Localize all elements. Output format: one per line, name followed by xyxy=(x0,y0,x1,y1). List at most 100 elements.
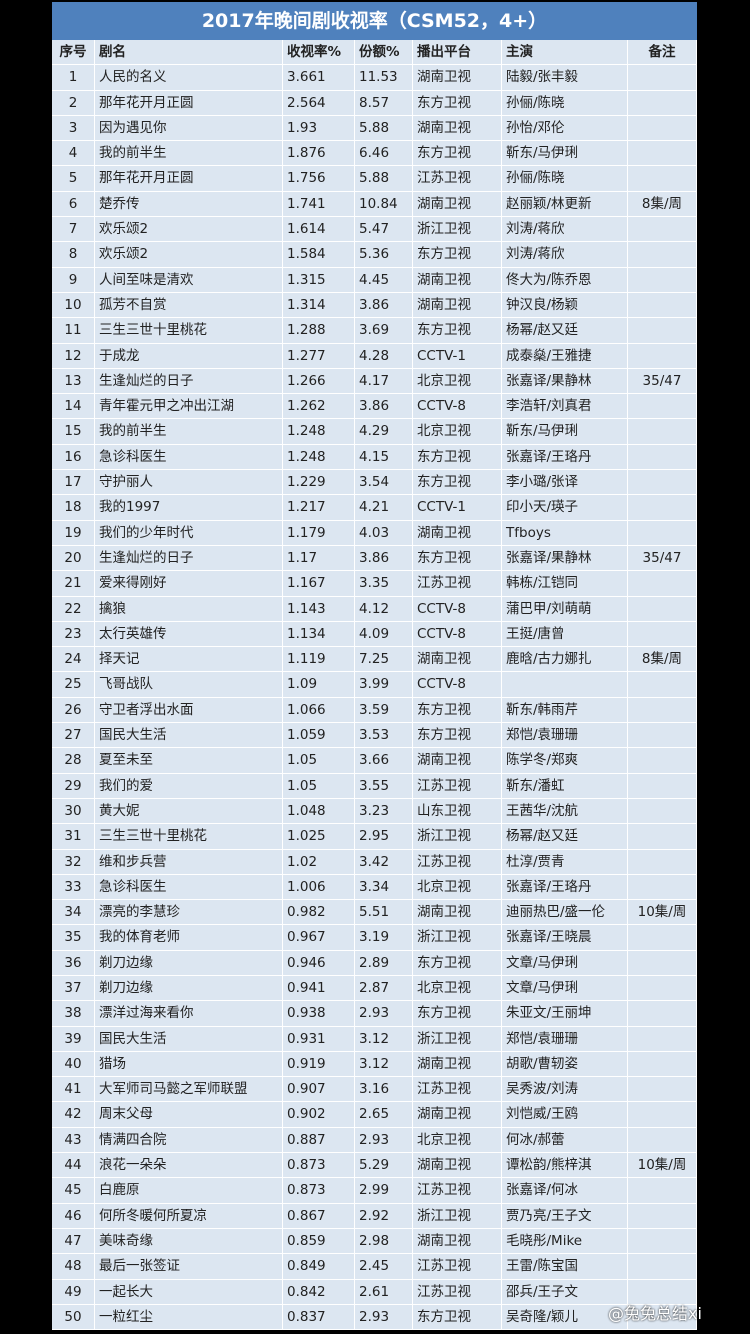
cell: 4.21 xyxy=(355,495,413,521)
cell: 3.23 xyxy=(355,798,413,825)
table-row: 2 那年花开月正圆 2.564 8.57 东方卫视 孙俪/陈晓 xyxy=(52,90,697,116)
cell: 0.938 xyxy=(283,1001,355,1027)
cell: 吴奇隆/颖儿 xyxy=(502,1304,628,1331)
cell: 1.02 xyxy=(283,849,355,875)
cell: 孙怡/邓伦 xyxy=(502,115,628,142)
cell: 1.741 xyxy=(283,191,355,218)
table-row: 18 我的1997 1.217 4.21 CCTV-1 印小天/瑛子 xyxy=(52,495,697,521)
cell: 5.47 xyxy=(355,217,413,243)
cell: 27 xyxy=(52,723,95,749)
table-row: 16 急诊科医生 1.248 4.15 东方卫视 张嘉译/王珞丹 xyxy=(52,444,697,471)
cell: 江苏卫视 xyxy=(413,571,502,597)
cell xyxy=(628,925,697,951)
cell: 1.876 xyxy=(283,141,355,167)
cell: 守护丽人 xyxy=(95,470,283,496)
cell: 0.887 xyxy=(283,1127,355,1154)
cell: 王茜华/沈航 xyxy=(502,798,628,825)
cell: 3.55 xyxy=(355,773,413,799)
cell: 太行英雄传 xyxy=(95,621,283,648)
cell: 26 xyxy=(52,697,95,724)
table-row: 44 浪花一朵朵 0.873 5.29 湖南卫视 谭松韵/熊梓淇 10集/周 xyxy=(52,1153,697,1179)
cell: 郑恺/袁珊珊 xyxy=(502,1026,628,1052)
cell xyxy=(628,697,697,724)
cell: 猎场 xyxy=(95,1051,283,1078)
table-row: 36 剃刀边缘 0.946 2.89 东方卫视 文章/马伊琍 xyxy=(52,950,697,976)
cell: 三生三世十里桃花 xyxy=(95,318,283,344)
cell: 2.87 xyxy=(355,975,413,1002)
cell: 刘涛/蒋欣 xyxy=(502,242,628,268)
cell xyxy=(628,621,697,648)
cell: 3.86 xyxy=(355,292,413,319)
cell: 50 xyxy=(52,1304,95,1331)
cell: 0.867 xyxy=(283,1203,355,1229)
cell: 10.84 xyxy=(355,191,413,218)
cell: 陆毅/张丰毅 xyxy=(502,65,628,91)
cell: 浙江卫视 xyxy=(413,925,502,951)
table-row: 25 飞哥战队 1.09 3.99 CCTV-8 xyxy=(52,672,697,698)
cell: 国民大生活 xyxy=(95,723,283,749)
cell: 46 xyxy=(52,1203,95,1229)
cell: 7.25 xyxy=(355,647,413,673)
cell: 1.167 xyxy=(283,571,355,597)
cell: 9 xyxy=(52,267,95,293)
cell: 择天记 xyxy=(95,647,283,673)
cell: 5.36 xyxy=(355,242,413,268)
cell: 湖南卫视 xyxy=(413,1051,502,1078)
cell: 0.982 xyxy=(283,900,355,926)
cell: 湖南卫视 xyxy=(413,1228,502,1255)
table-row: 28 夏至未至 1.05 3.66 湖南卫视 陈学冬/郑爽 xyxy=(52,748,697,774)
cell: 41 xyxy=(52,1077,95,1103)
cell: 3.661 xyxy=(283,65,355,91)
cell: 白鹿原 xyxy=(95,1178,283,1204)
table-row: 10 孤芳不自赏 1.314 3.86 湖南卫视 钟汉良/杨颖 xyxy=(52,292,697,319)
cell: 4.29 xyxy=(355,419,413,445)
cell: 1.143 xyxy=(283,596,355,622)
table-row: 19 我们的少年时代 1.179 4.03 湖南卫视 Tfboys xyxy=(52,520,697,546)
cell: 韩栋/江铠同 xyxy=(502,571,628,597)
cell: 1.05 xyxy=(283,748,355,774)
cell: 0.849 xyxy=(283,1254,355,1280)
table-row: 8 欢乐颂2 1.584 5.36 东方卫视 刘涛/蒋欣 xyxy=(52,242,697,268)
cell: 3.54 xyxy=(355,470,413,496)
cell: 那年花开月正圆 xyxy=(95,90,283,116)
table-row: 48 最后一张签证 0.849 2.45 江苏卫视 王雷/陈宝国 xyxy=(52,1254,697,1280)
cell: 那年花开月正圆 xyxy=(95,166,283,192)
cell: 11.53 xyxy=(355,65,413,91)
cell: 蒲巴甲/刘萌萌 xyxy=(502,596,628,622)
table-row: 5 那年花开月正圆 1.756 5.88 江苏卫视 孙俪/陈晓 xyxy=(52,166,697,192)
cell: 我的前半生 xyxy=(95,141,283,167)
cell: 毛晓彤/Mike xyxy=(502,1228,628,1255)
cell xyxy=(628,444,697,471)
cell: 23 xyxy=(52,621,95,648)
cell: 山东卫视 xyxy=(413,798,502,825)
cell: 30 xyxy=(52,798,95,825)
cell: 剃刀边缘 xyxy=(95,975,283,1002)
cell: 国民大生活 xyxy=(95,1026,283,1052)
cell: 3.59 xyxy=(355,697,413,724)
cell: 东方卫视 xyxy=(413,242,502,268)
header-row: 序号 剧名 收视率% 份额% 播出平台 主演 备注 xyxy=(52,40,697,66)
cell: 25 xyxy=(52,672,95,698)
cell: 靳东/韩雨芹 xyxy=(502,697,628,724)
cell: 爱来得刚好 xyxy=(95,571,283,597)
cell: 2.45 xyxy=(355,1254,413,1280)
cell: 北京卫视 xyxy=(413,1127,502,1154)
cell: 1.066 xyxy=(283,697,355,724)
cell: 38 xyxy=(52,1001,95,1027)
cell: 湖南卫视 xyxy=(413,191,502,218)
cell: 北京卫视 xyxy=(413,419,502,445)
cell: 4.09 xyxy=(355,621,413,648)
cell: 1.314 xyxy=(283,292,355,319)
cell xyxy=(628,65,697,91)
cell: 17 xyxy=(52,470,95,496)
cell: 0.873 xyxy=(283,1178,355,1204)
cell: 江苏卫视 xyxy=(413,1077,502,1103)
cell xyxy=(628,217,697,243)
cell: 7 xyxy=(52,217,95,243)
cell: 40 xyxy=(52,1051,95,1078)
table-row: 41 大军师司马懿之军师联盟 0.907 3.16 江苏卫视 吴秀波/刘涛 xyxy=(52,1077,697,1103)
cell: 20 xyxy=(52,545,95,572)
cell: 湖南卫视 xyxy=(413,267,502,293)
cell: 3.19 xyxy=(355,925,413,951)
cell: 1.248 xyxy=(283,444,355,471)
